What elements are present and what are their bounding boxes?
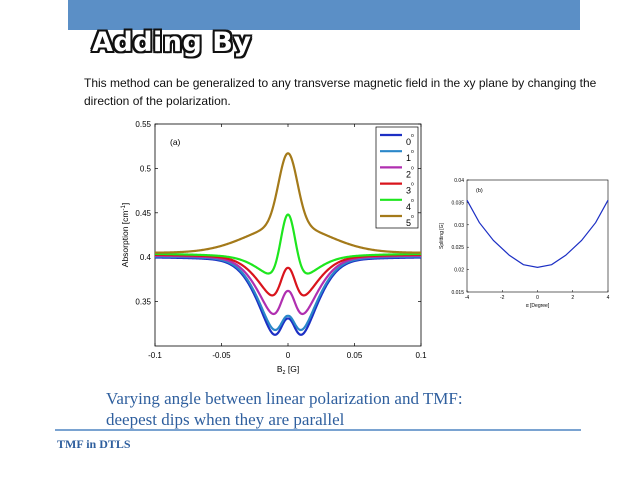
chart-a-legend-label-5: 5o [406,214,414,228]
chart-a-legend [375,126,419,229]
chart-a-legend-label-1: 1o [406,149,414,163]
chart-a-series-5 [155,152,421,254]
chart-b-xtick-label: 4 [607,295,610,301]
chart-b-xlabel: α [Degree] [526,303,550,309]
chart-a-xlabel: Bz [G] [277,364,299,376]
chart-a-legend-label-3: 3o [406,182,414,196]
chart-a-legend-label-2: 2o [406,165,414,179]
chart-a-panel-label: (a) [170,137,181,147]
chart-a-xtick-label: -0.05 [212,351,231,360]
footer-label: TMF in DTLS [57,437,131,451]
chart-a-series-4 [154,213,422,275]
chart-b-ytick-label: 0.015 [451,290,464,296]
chart-a-legend-label-0: 0o [406,133,414,147]
chart-a-xtick-label: 0 [286,351,291,360]
chart-a-ytick-label: 0.55 [135,120,151,129]
chart-b-ylabel: Splitting [G] [439,222,445,248]
chart-b-ytick-label: 0.025 [451,245,464,251]
chart-b-series-splitting [466,199,609,268]
slide-caption: Varying angle between linear polarizatio… [106,388,576,430]
footer-divider [55,429,581,431]
chart-a-ylabel: Absorption [cm-1] [120,203,130,267]
chart-a-xtick-label: -0.1 [148,351,162,360]
caption-line-2: deepest dips when they are parallel [106,410,345,429]
chart-a-xtick-label: 0.1 [415,351,427,360]
top-banner [68,0,580,30]
chart-a-ytick-label: 0.35 [135,298,151,307]
chart-b-ytick-label: 0.04 [454,178,464,184]
chart-b-xtick-label: -4 [465,295,470,301]
chart-b-xtick-label: 0 [536,295,539,301]
chart-a-ytick-label: 0.45 [135,209,151,218]
chart-b-ytick-label: 0.02 [454,268,464,274]
chart-b-ytick-label: 0.035 [451,200,464,206]
chart-a-legend-label-4: 4o [406,198,414,212]
chart-a-xtick-label: 0.05 [347,351,363,360]
chart-b-xtick-label: 2 [571,295,574,301]
chart-a-ytick-label: 0.5 [140,164,152,173]
chart-b-frame [466,179,609,293]
slide-body-text: This method can be generalized to any tr… [84,76,597,108]
chart-a-ytick-label: 0.4 [140,253,152,262]
chart-b-xtick-label: -2 [500,295,505,301]
chart-b-panel-label: (b) [476,188,483,194]
chart-b-ytick-label: 0.03 [454,223,464,229]
caption-line-1: Varying angle between linear polarizatio… [106,389,463,408]
slide-title: Adding By [92,27,252,58]
